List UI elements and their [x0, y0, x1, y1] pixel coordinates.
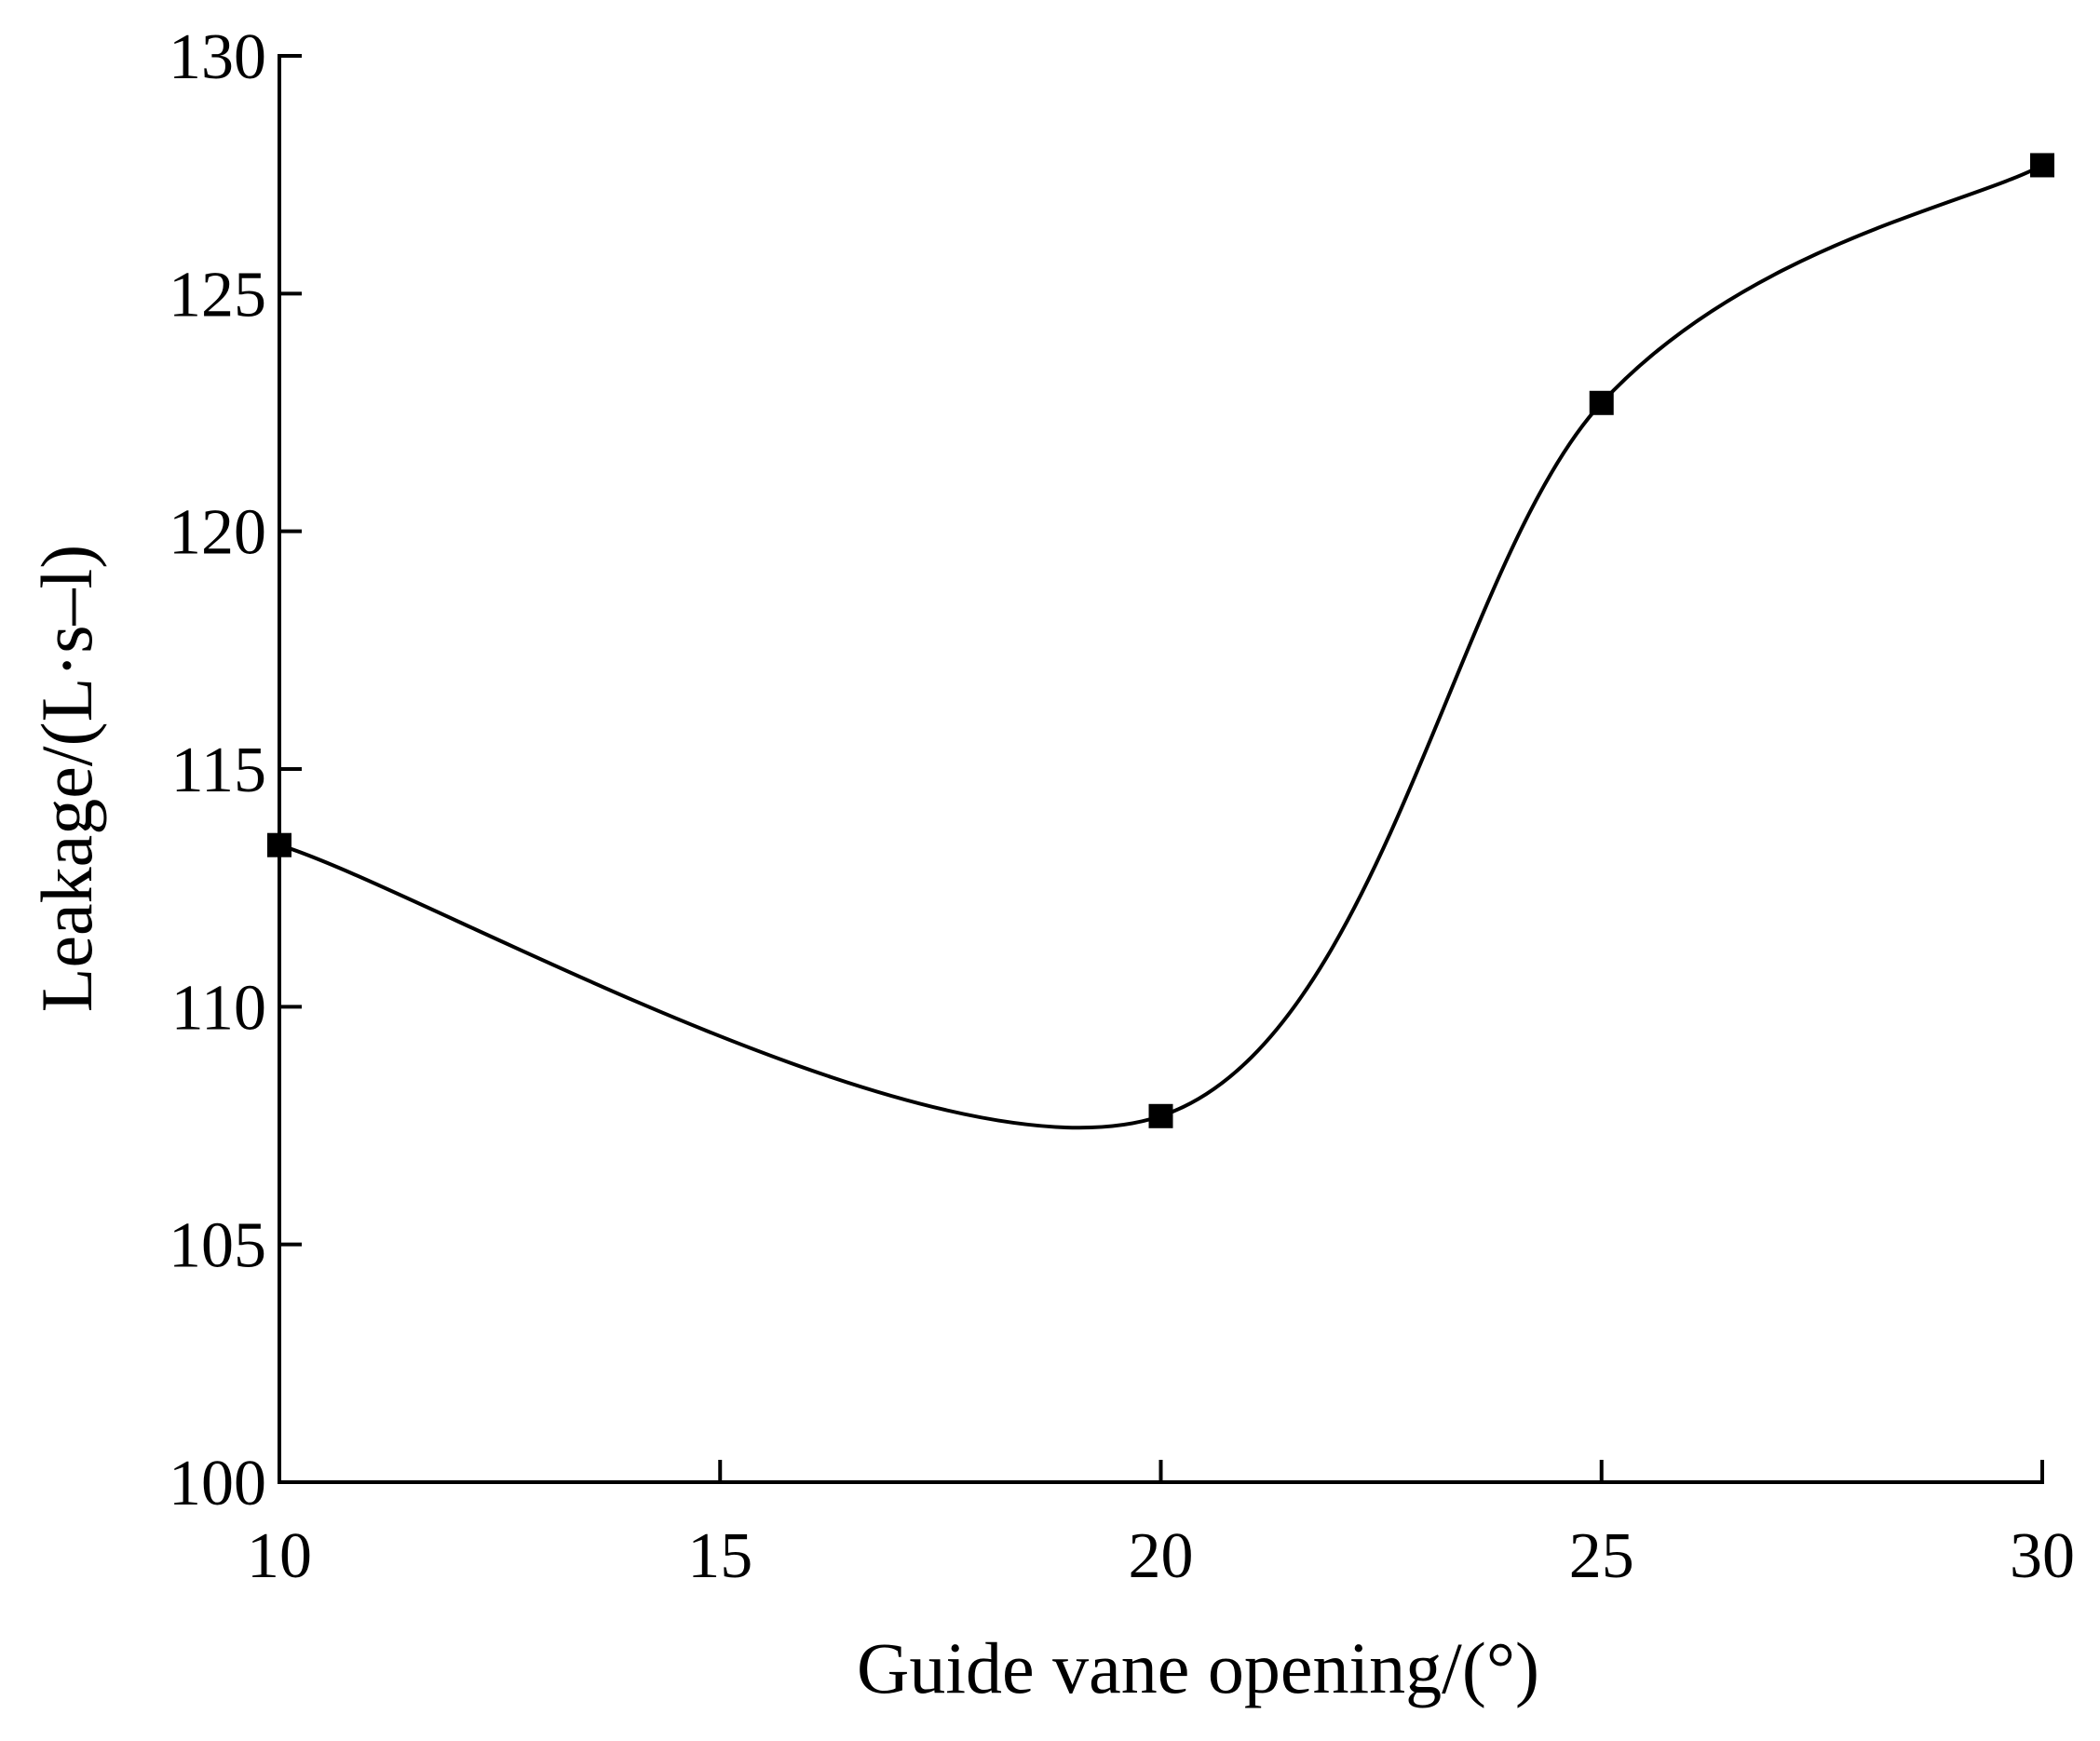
- y-tick-label: 120: [169, 497, 266, 569]
- x-tick-label: 20: [1129, 1520, 1194, 1592]
- y-tick-label: 105: [169, 1210, 266, 1282]
- x-axis-title: Guide vane opening/(°): [857, 1627, 1539, 1708]
- marker-layer: [267, 153, 2054, 1128]
- data-point-marker: [1148, 1103, 1173, 1128]
- y-tick-label: 130: [169, 21, 266, 93]
- y-tick-label: 115: [171, 735, 266, 806]
- data-point-marker: [267, 832, 291, 857]
- plot-area: 10 15 20 25 30 100 105 110 115 120 125 130: [169, 21, 2075, 1592]
- series-line: [278, 163, 2043, 1130]
- x-tick-label: 15: [687, 1520, 752, 1592]
- x-axis-ticks: 10 15 20 25 30: [247, 1460, 2075, 1592]
- y-tick-label: 110: [171, 972, 266, 1044]
- x-tick-label: 25: [1569, 1520, 1634, 1592]
- y-axis-title: Leakage/(L·s–l): [26, 545, 107, 1012]
- y-tick-label: 100: [169, 1448, 266, 1519]
- y-tick-label: 125: [169, 259, 266, 331]
- y-axis-ticks: 100 105 110 115 120 125 130: [169, 21, 302, 1519]
- x-tick-label: 10: [247, 1520, 312, 1592]
- x-tick-label: 30: [2010, 1520, 2075, 1592]
- series-layer: [278, 163, 2043, 1130]
- data-point-marker: [1589, 390, 1614, 415]
- data-point-marker: [2030, 153, 2054, 178]
